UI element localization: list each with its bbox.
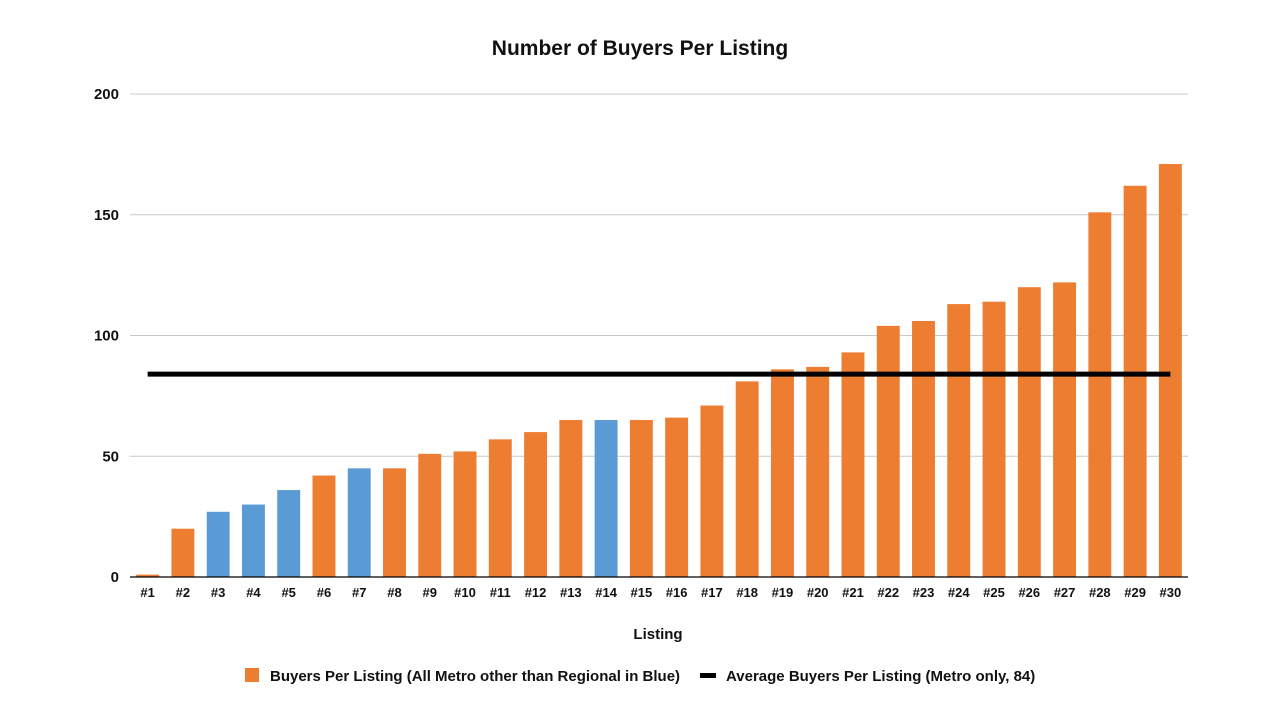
bar [277, 490, 301, 577]
bar [524, 432, 548, 577]
y-tick-label: 0 [111, 569, 119, 586]
legend-swatch-average-line [700, 673, 716, 678]
x-tick-label: #17 [701, 585, 723, 600]
y-tick-label: 50 [102, 448, 119, 465]
x-tick-label: #12 [525, 585, 547, 600]
x-tick-label: #30 [1160, 585, 1182, 600]
legend-label-average: Average Buyers Per Listing (Metro only, … [726, 668, 1035, 685]
bar [912, 321, 935, 577]
x-tick-label: #25 [983, 585, 1005, 600]
x-tick-label: #14 [595, 585, 617, 600]
x-tick-label: #26 [1018, 585, 1040, 600]
x-tick-label: #28 [1089, 585, 1111, 600]
bar [171, 528, 195, 577]
x-axis-title: Listing [633, 626, 682, 643]
x-tick-label: #23 [913, 585, 935, 600]
bar [806, 366, 830, 577]
x-tick-label: #8 [387, 585, 401, 600]
bar [700, 405, 724, 577]
bar [1123, 185, 1147, 577]
x-tick-label: #2 [176, 585, 190, 600]
bar [1158, 164, 1182, 577]
x-tick-label: #27 [1054, 585, 1076, 600]
bar [418, 453, 442, 577]
x-tick-label: #11 [490, 585, 511, 600]
y-axis: 0 50 100 150 200 [94, 86, 119, 586]
bars [136, 164, 1182, 577]
bar [947, 304, 971, 577]
x-tick-label: #29 [1124, 585, 1146, 600]
x-tick-label: #5 [281, 585, 295, 600]
x-tick-label: #22 [877, 585, 899, 600]
legend-label-bars: Buyers Per Listing (All Metro other than… [270, 668, 680, 685]
bar [629, 420, 653, 577]
bar [876, 325, 900, 577]
x-tick-label: #1 [140, 585, 154, 600]
x-tick-label: #7 [352, 585, 366, 600]
y-tick-label: 200 [94, 86, 119, 103]
bar [453, 451, 477, 577]
bar [665, 417, 689, 577]
bar [136, 574, 160, 577]
legend: Buyers Per Listing (All Metro other than… [245, 668, 1035, 685]
x-tick-label: #16 [666, 585, 688, 600]
x-tick-label: #19 [772, 585, 794, 600]
bar [1088, 212, 1112, 577]
bar [770, 369, 794, 577]
x-tick-label: #10 [454, 585, 476, 600]
bar [206, 511, 230, 577]
x-tick-label: #21 [842, 585, 864, 600]
bar [347, 468, 371, 577]
bar [559, 420, 583, 577]
bar [312, 475, 336, 577]
y-tick-label: 100 [94, 328, 119, 345]
x-tick-label: #3 [211, 585, 225, 600]
y-tick-label: 150 [94, 207, 119, 224]
bar [735, 381, 759, 577]
chart-title: Number of Buyers Per Listing [492, 37, 788, 60]
bar [594, 420, 618, 577]
bar [488, 439, 512, 577]
x-tick-label: #24 [948, 585, 970, 600]
bar [241, 504, 265, 577]
x-tick-label: #13 [560, 585, 582, 600]
bar [1053, 282, 1077, 577]
x-tick-label: #6 [317, 585, 331, 600]
gridlines [130, 93, 1188, 457]
x-tick-label: #18 [736, 585, 758, 600]
bar [841, 352, 865, 577]
bar [1017, 287, 1041, 577]
x-tick-label: #20 [807, 585, 829, 600]
x-tick-label: #9 [423, 585, 437, 600]
x-tick-label: #15 [631, 585, 653, 600]
x-axis: #1 #2 #3 #4 #5 #6 #7 #8 #9 #10 #11 #12 #13 #14 #15 #16 #… [130, 576, 1188, 600]
legend-swatch-bars [245, 668, 259, 682]
x-tick-label: #4 [246, 585, 261, 600]
bar [982, 301, 1006, 577]
bar [383, 468, 406, 577]
